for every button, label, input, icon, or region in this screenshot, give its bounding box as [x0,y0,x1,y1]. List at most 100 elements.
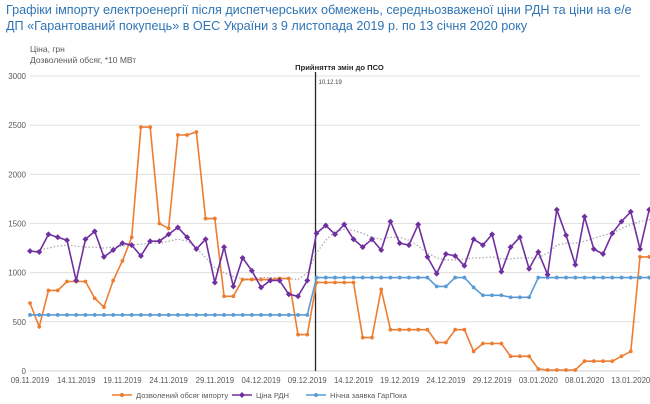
data-point [137,252,144,259]
x-tick-label: 14.12.2019 [334,376,373,385]
legend: Дозволений обсяг імпорту Ціна РДН Нічна за… [112,391,408,400]
data-point [305,332,310,337]
data-point [37,313,42,317]
gridlines [30,75,640,372]
data-point [351,275,356,280]
data-point [305,313,310,317]
data-point [323,275,328,280]
data-point [37,324,42,329]
x-tick-label: 13.01.2020 [611,376,650,385]
data-point [507,244,514,251]
data-point [462,327,467,332]
data-point [128,242,135,249]
x-tick-label: 29.11.2019 [196,376,234,385]
legend-rdn-price-marker [239,392,245,398]
data-point [590,246,597,253]
data-point [397,275,402,280]
data-point [527,354,531,359]
y-tick-label: 2500 [8,121,26,130]
data-point [211,279,218,286]
data-point [92,296,97,301]
data-point [554,368,559,372]
data-point [619,354,624,359]
annotation-pso: Прийняття змін до ПСО 10.12.19 [295,63,384,371]
chart-title: Графіки імпорту електроенергії після дис… [6,3,632,33]
x-tick-label: 29.12.2019 [473,376,512,385]
data-point [102,305,106,309]
y-tick-label: 1000 [8,269,26,278]
data-point [45,231,52,238]
data-point [202,236,209,243]
data-point [231,313,236,317]
data-point [259,277,263,282]
data-point [120,313,125,317]
data-point [453,327,458,332]
data-point [286,276,291,281]
data-point [628,349,633,354]
data-point [396,240,403,247]
data-point [147,238,154,245]
data-point [638,255,642,259]
data-point [499,293,504,298]
data-point [638,275,642,280]
data-point [582,359,587,364]
data-point [564,368,568,372]
data-point [185,133,190,137]
data-point [296,332,300,337]
data-point [444,340,448,345]
legend-import-volume-text: Дозволений обсяг імпорту [136,391,228,400]
data-point [341,221,348,228]
data-point [387,218,394,225]
data-point [545,368,550,372]
data-point [646,206,650,213]
y-tick-label: 1500 [8,220,26,229]
series-trend-line [29,218,650,281]
x-tick-label: 19.11.2019 [103,376,141,385]
data-point [434,284,439,289]
data-point [83,313,88,317]
data-point [388,275,393,280]
x-tick-labels: 09.11.2019 14.11.2019 19.11.2019 24.11.2019… [11,376,650,385]
data-point [601,359,605,364]
data-point [637,246,643,253]
data-point [102,313,106,317]
data-point [74,313,79,317]
data-point [28,313,32,317]
data-point [424,253,431,260]
data-point [27,248,33,255]
data-point [442,251,449,257]
data-point [249,277,254,282]
data-point [129,235,134,240]
data-point [573,368,578,372]
data-point [148,125,153,130]
data-point [54,234,61,241]
data-point [554,275,559,280]
data-point [433,270,440,277]
data-point [480,341,485,346]
data-point [526,265,533,272]
data-point [368,236,375,243]
data-point [166,226,171,231]
data-point [63,237,70,244]
data-point [277,313,282,317]
data-point [572,261,579,268]
data-point [165,231,172,238]
data-point [378,247,385,254]
data-point [286,313,291,317]
data-point [203,216,208,221]
data-point [360,275,365,280]
y-axis-label-volume: Дозволений обсяг, *10 МВт [30,55,137,65]
y-tick-labels: 0 500 1000 1500 2000 2500 3000 [8,72,26,376]
series-import-volume-line [29,126,650,371]
data-point [498,268,505,275]
data-point [221,244,228,251]
data-point [267,277,274,284]
data-point [527,295,531,300]
data-point [563,232,570,239]
data-point [370,275,374,280]
y-tick-label: 2000 [8,170,26,179]
legend-night-bid-text: Нічна заявка ГарПока [330,391,408,400]
data-point [120,258,125,263]
data-point [295,293,302,300]
data-point [600,251,607,257]
